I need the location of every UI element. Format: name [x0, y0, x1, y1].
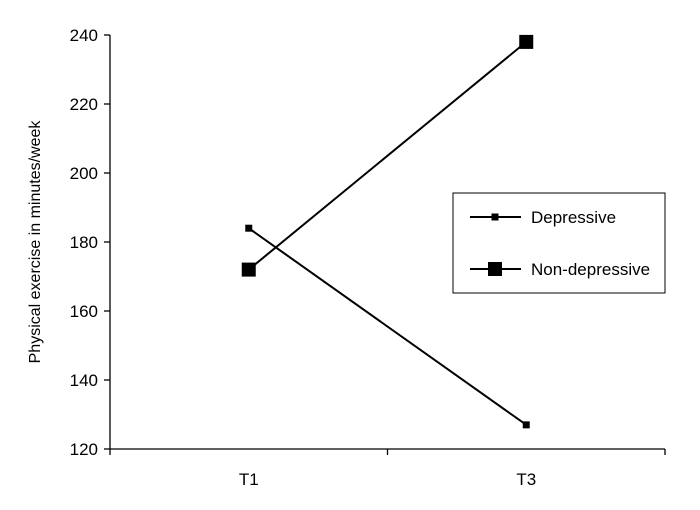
- legend: Depressive Non-depressive: [452, 192, 666, 294]
- y-tick-label: 240: [70, 26, 98, 45]
- y-axis-title: Physical exercise in minutes/week: [27, 120, 44, 364]
- series-layer: [241, 34, 534, 429]
- data-point: [245, 224, 253, 232]
- y-tick-label: 160: [70, 302, 98, 321]
- legend-label: Non-depressive: [531, 260, 650, 279]
- x-ticks: T1 T3: [109, 449, 666, 489]
- x-tick-label: T1: [239, 470, 259, 489]
- series-line: [248, 41, 527, 271]
- y-tick-label: 220: [70, 95, 98, 114]
- data-point: [522, 421, 530, 429]
- y-tick-label: 180: [70, 233, 98, 252]
- y-tick-label: 120: [70, 440, 98, 459]
- series-depressive: [245, 224, 530, 429]
- y-ticks: 120 140 160 180 200 220 240: [70, 26, 110, 459]
- y-tick-label: 200: [70, 164, 98, 183]
- data-point: [519, 34, 534, 49]
- x-tick-label: T3: [516, 470, 536, 489]
- legend-label: Depressive: [531, 208, 616, 227]
- data-point: [241, 262, 256, 277]
- legend-box: [452, 192, 666, 294]
- legend-marker: [491, 213, 499, 221]
- series-non-depressive: [241, 34, 534, 277]
- series-line: [248, 227, 527, 426]
- legend-marker: [488, 262, 502, 276]
- y-tick-label: 140: [70, 371, 98, 390]
